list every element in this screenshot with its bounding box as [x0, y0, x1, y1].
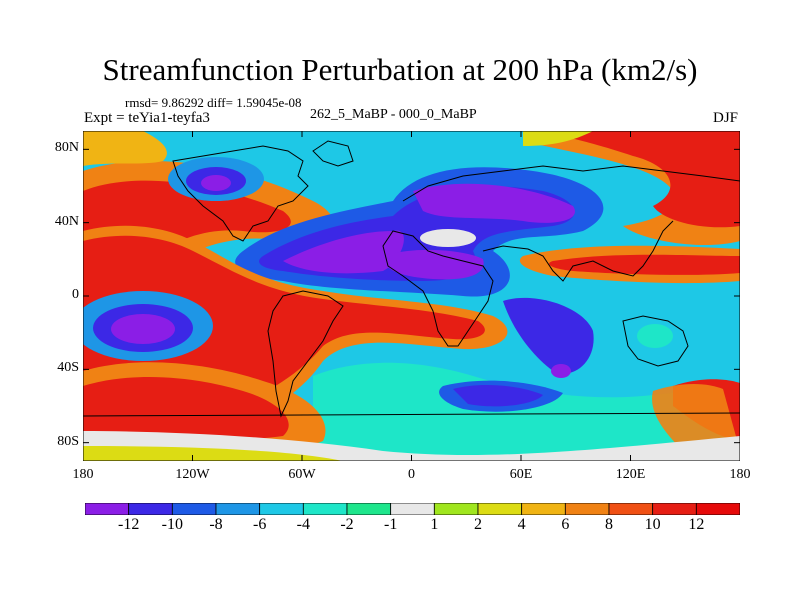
- x-ticks: [83, 131, 740, 461]
- colorbar-label: -1: [383, 516, 398, 533]
- colorbar-swatch: [259, 503, 304, 515]
- y-tick-label: 40S: [57, 360, 79, 376]
- colorbar-swatch: [564, 503, 610, 515]
- colorbar-swatch: [521, 503, 566, 515]
- colorbar-swatch: [85, 503, 130, 515]
- colorbar-label: 4: [517, 516, 526, 533]
- colorbar-swatch: [128, 503, 173, 515]
- y-tick-label: 40N: [54, 213, 79, 229]
- x-tick-label: 60W: [288, 467, 316, 482]
- stats-text: rmsd= 9.86292 diff= 1.59045e-08: [125, 95, 302, 110]
- experiment-label: Expt = teYia1-teyfa3: [84, 110, 210, 126]
- colorbar-label: -4: [296, 516, 310, 533]
- colorbar-swatch: [302, 503, 348, 515]
- y-tick-label: 0: [72, 287, 79, 302]
- colorbar-label: 6: [561, 516, 570, 533]
- colorbar-swatch: [215, 503, 261, 515]
- colorbar-swatch: [433, 503, 479, 515]
- colorbar-swatch: [477, 503, 523, 515]
- x-tick-label: 60E: [509, 467, 533, 482]
- coastlines: [83, 140, 740, 418]
- colorbar-label: -2: [340, 516, 354, 533]
- colorbar-swatch: [346, 503, 392, 515]
- colorbar-swatch: [652, 503, 697, 515]
- colorbar-label: -10: [161, 516, 183, 533]
- y-tick-label: 80N: [54, 140, 79, 156]
- colorbar-label: 8: [605, 516, 613, 533]
- colorbar-label: 2: [474, 516, 482, 533]
- colorbar-label: 12: [688, 516, 705, 533]
- y-tick-label: 80S: [57, 433, 79, 449]
- x-tick-label: 120W: [175, 467, 210, 482]
- colorbar-swatch: [390, 503, 435, 515]
- chart-title: Streamfunction Perturbation at 200 hPa (…: [102, 52, 698, 87]
- x-tick-label: 180: [72, 467, 94, 482]
- colorbar-swatch: [695, 503, 740, 515]
- colorbar-label: -12: [117, 516, 140, 533]
- x-tick-label: 0: [408, 467, 415, 482]
- x-tick-label: 180: [729, 467, 751, 482]
- colorbar-label: 10: [644, 516, 661, 533]
- season-label: DJF: [712, 110, 738, 126]
- colorbar: [85, 503, 740, 515]
- colorbar-label: -6: [252, 516, 267, 533]
- colorbar-swatch: [171, 503, 217, 515]
- colorbar-swatch: [608, 503, 654, 515]
- x-tick-label: 120E: [615, 467, 646, 482]
- y-ticks: [83, 148, 740, 444]
- colorbar-label: -8: [209, 516, 223, 533]
- contour-field: [83, 131, 740, 461]
- experiment-name: 262_5_MaBP - 000_0_MaBP: [310, 107, 477, 122]
- map-plot: [83, 131, 740, 461]
- colorbar-label: 1: [430, 516, 439, 533]
